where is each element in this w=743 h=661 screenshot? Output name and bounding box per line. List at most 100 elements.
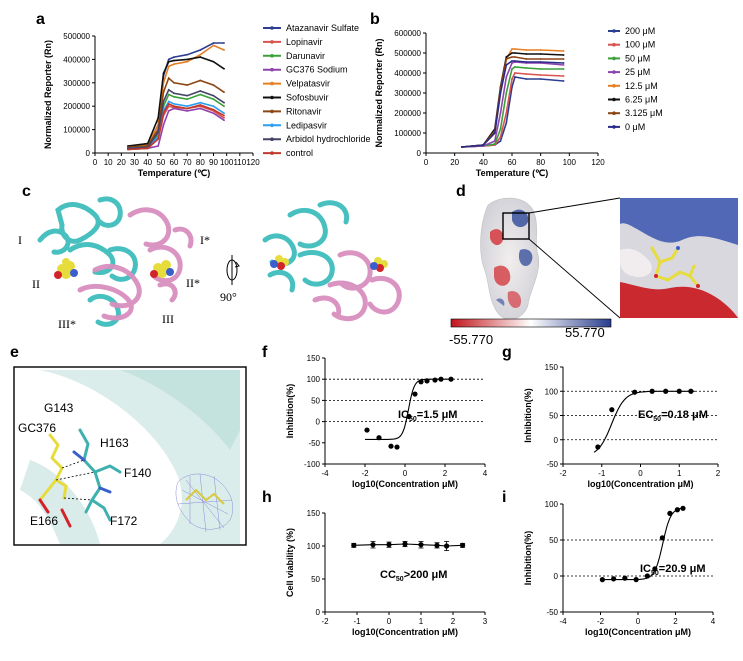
y-tick-label: 150 [545,363,559,372]
data-point [448,376,454,382]
x-tick-label: -4 [559,617,567,626]
y-axis-label: Normalized Reporter (Rn) [43,40,53,149]
y-tick-label: 50 [549,536,558,545]
panel-label-a: a [36,11,45,28]
x-tick-label: 2 [451,617,456,626]
data-point [173,56,175,58]
protomer-pink [77,207,194,321]
data-point [493,140,496,142]
data-point [199,49,202,51]
x-axis-label: Temperature (℃) [138,168,210,178]
residue-G143: G143 [44,401,74,415]
y-axis-label: Inhibition(%) [285,384,295,438]
chart-panel-a: 0 10 20 30 40 50 60 70 80 90 100 110 120 0 100000 20000… [43,23,371,178]
data-point [157,131,160,133]
legend-label: Velpatasvir [286,79,330,89]
legend-label: GC376 Sodium [286,65,348,75]
legend-label: Atazanavir Sulfate [286,23,359,33]
data-point [162,112,165,115]
esp-surface [480,197,621,320]
panel-label-g: g [502,344,512,361]
x-tick-label: 0 [638,469,643,478]
potency-annotation: CC50>200 μM [380,569,447,583]
potency-annotation: IC50=1.5 μM [398,409,457,423]
data-point [199,107,202,110]
x-tick-label: 4 [711,617,716,626]
legend-marker [612,56,616,61]
potency-annotation: EC50=0.18 μM [638,409,708,423]
data-point [539,53,542,55]
data-point [157,145,160,147]
y-tick-label: -50 [546,608,558,617]
data-point [173,107,175,110]
y-tick-label: 300000 [63,79,90,88]
x-tick-label: 0 [93,158,98,167]
rotation-label: 90° [220,290,237,304]
legend-marker [612,97,616,102]
data-point [511,62,513,64]
panel-label-f: f [262,344,268,361]
data-point [167,88,170,91]
x-tick-label: 60 [170,158,179,167]
data-point [223,67,225,70]
active-site-closeup: G143 GC376 H163 F140 E166 F172 [13,366,247,546]
x-axis-label: Temperature (℃) [476,168,548,178]
legend-marker [270,151,274,155]
series-line [461,52,564,148]
esp-min-value: -55.770 [449,332,493,347]
y-tick-label: 150 [307,354,321,363]
data-point [511,86,513,88]
data-point [505,122,508,124]
series-line [127,56,225,147]
series-line [127,88,225,150]
data-point [505,58,508,60]
data-point [199,101,202,104]
data-point [505,112,508,114]
y-tick-label: -50 [308,439,320,448]
data-point [511,48,513,50]
domain-label-III-star: III* [58,317,76,331]
data-point [539,68,542,70]
panel-label-e: e [10,344,19,361]
data-point [622,575,628,581]
data-point [173,81,175,84]
y-tick-label: 100 [545,387,559,396]
residue-E166: E166 [30,514,58,528]
protein-structure-rotated-view [262,200,402,322]
legend-marker [270,26,274,30]
x-tick-label: 2 [443,469,448,478]
x-tick-label: 80 [196,158,205,167]
data-point [539,58,542,60]
data-point [167,100,170,103]
data-point [539,61,542,63]
x-tick-label: 1 [419,617,424,626]
x-tick-label: -2 [321,617,329,626]
legend-marker [270,109,274,114]
legend-marker [270,123,274,128]
legend-label: 25 μM [625,67,650,77]
data-point [424,378,430,384]
residue-H163: H163 [100,436,129,450]
data-point [199,90,202,92]
data-point [212,42,215,44]
data-point [351,542,357,548]
data-point [223,101,225,104]
data-point [173,63,175,65]
data-point [173,92,175,95]
data-point [562,80,565,82]
x-tick-label: 0 [403,469,408,478]
data-point [199,53,202,56]
ligand-sticks [650,246,700,288]
x-tick-label: 20 [450,158,459,167]
data-point [525,78,528,80]
data-point [499,92,502,94]
data-point [402,541,408,547]
legend-label: Arbidol hydrochloride [286,134,371,144]
series-line [127,44,225,148]
data-point [525,58,528,60]
x-tick-label: 3 [483,617,488,626]
x-tick-label: 0 [424,158,429,167]
series-line [127,102,225,151]
data-point [539,74,542,76]
data-point [493,132,496,134]
